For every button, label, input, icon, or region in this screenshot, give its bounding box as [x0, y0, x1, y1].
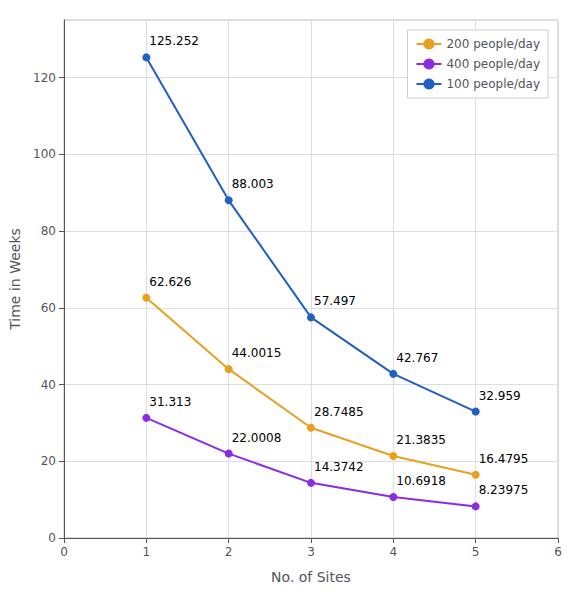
- svg-text:No. of Sites: No. of Sites: [271, 569, 351, 585]
- svg-text:100 people/day: 100 people/day: [446, 77, 540, 91]
- svg-text:14.3742: 14.3742: [314, 460, 364, 474]
- svg-text:16.4795: 16.4795: [479, 452, 529, 466]
- svg-text:200 people/day: 200 people/day: [446, 37, 540, 51]
- svg-text:6: 6: [554, 545, 562, 559]
- svg-text:1: 1: [143, 545, 151, 559]
- svg-text:0: 0: [48, 531, 56, 545]
- svg-text:57.497: 57.497: [314, 294, 356, 308]
- svg-text:3: 3: [307, 545, 315, 559]
- svg-text:0: 0: [60, 545, 68, 559]
- svg-text:40: 40: [41, 378, 56, 392]
- svg-text:32.959: 32.959: [479, 389, 521, 403]
- svg-text:Time in Weeks: Time in Weeks: [7, 228, 23, 331]
- svg-text:100: 100: [33, 147, 56, 161]
- svg-text:42.767: 42.767: [396, 351, 438, 365]
- svg-text:10.6918: 10.6918: [396, 474, 446, 488]
- svg-text:20: 20: [41, 454, 56, 468]
- svg-text:120: 120: [33, 71, 56, 85]
- svg-text:400 people/day: 400 people/day: [446, 57, 540, 71]
- svg-text:60: 60: [41, 301, 56, 315]
- svg-text:31.313: 31.313: [149, 395, 191, 409]
- svg-text:21.3835: 21.3835: [396, 433, 446, 447]
- svg-text:62.626: 62.626: [149, 275, 191, 289]
- svg-text:80: 80: [41, 224, 56, 238]
- svg-text:8.23975: 8.23975: [479, 483, 529, 497]
- svg-text:2: 2: [225, 545, 233, 559]
- svg-text:125.252: 125.252: [149, 34, 199, 48]
- svg-text:44.0015: 44.0015: [232, 346, 282, 360]
- svg-text:22.0008: 22.0008: [232, 431, 282, 445]
- svg-text:5: 5: [472, 545, 480, 559]
- svg-text:4: 4: [390, 545, 398, 559]
- svg-text:88.003: 88.003: [232, 177, 274, 191]
- svg-text:28.7485: 28.7485: [314, 405, 364, 419]
